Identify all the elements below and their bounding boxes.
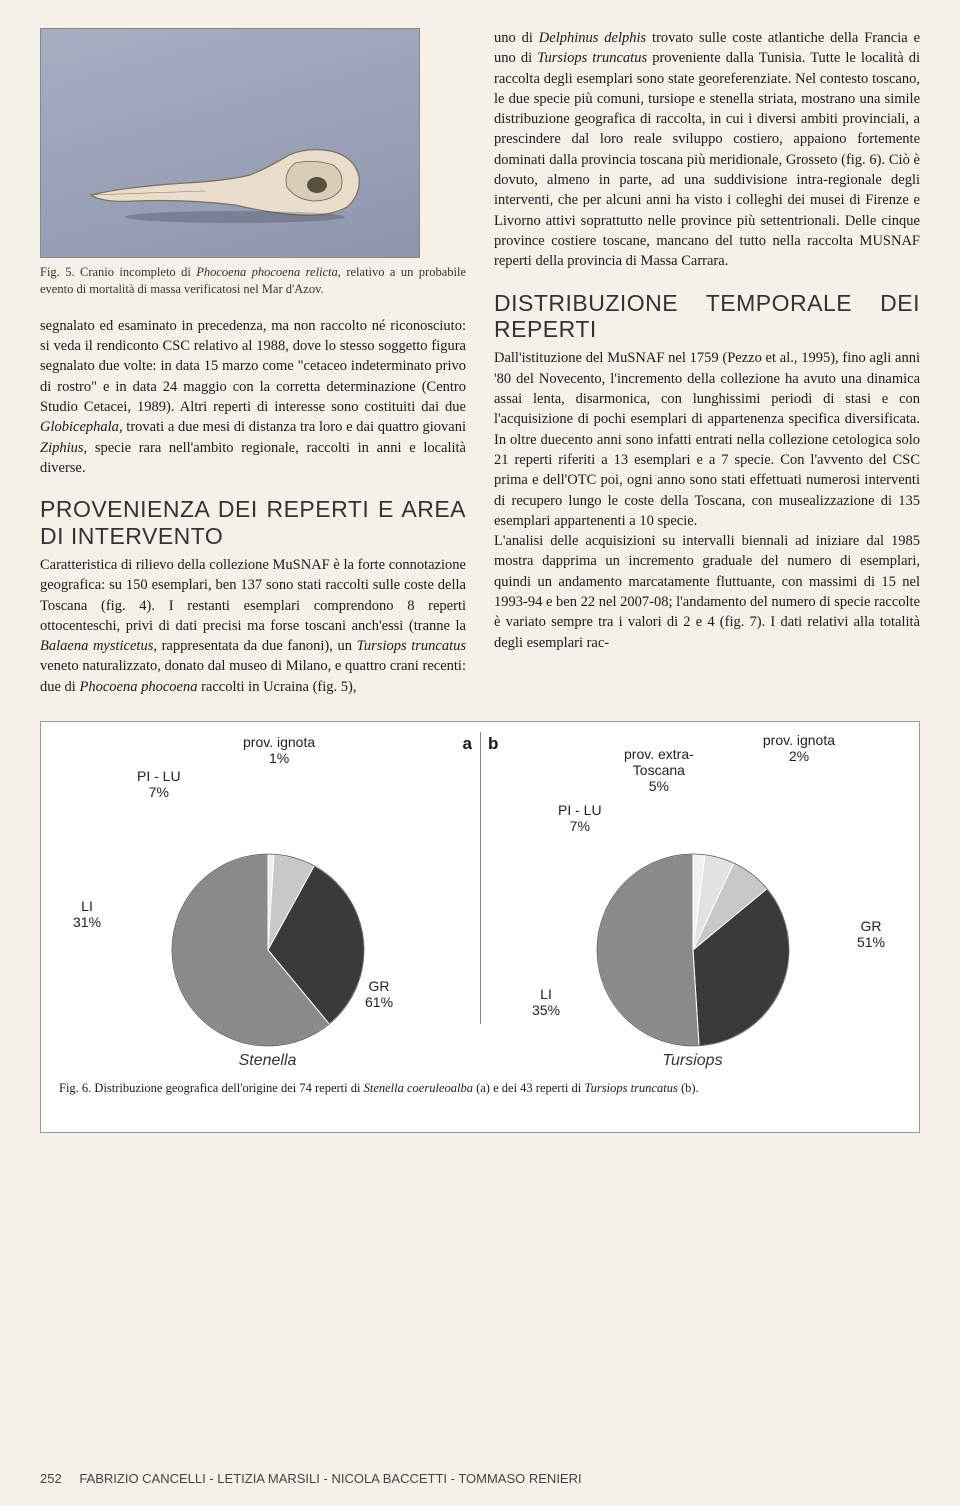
- panel-b-label: b: [488, 734, 498, 754]
- pie-chart-stenella: [168, 850, 368, 1050]
- pie-a-wrap: [168, 850, 368, 1055]
- label-a-li: LI31%: [73, 898, 101, 930]
- chart-a-name: Stenella: [239, 1052, 297, 1070]
- figure-6-container: a prov. ignota1% PI - LU7% LI31% GR61% S…: [40, 721, 920, 1133]
- page-number: 252: [40, 1471, 62, 1486]
- label-b-pilu: PI - LU7%: [558, 802, 602, 834]
- col2-para2: Dall'istituzione del MuSNAF nel 1759 (Pe…: [494, 348, 920, 531]
- figure-6-caption: Fig. 6. Distribuzione geografica dell'or…: [55, 1080, 905, 1102]
- right-column: uno di Delphinus delphis trovato sulle c…: [494, 28, 920, 697]
- label-b-ignota: prov. ignota2%: [763, 732, 835, 764]
- skull-illustration: [85, 145, 365, 223]
- label-a-ignota: prov. ignota1%: [243, 734, 315, 766]
- pie-b-wrap: [593, 850, 793, 1055]
- caption-italic: Phocoena phocoena relicta: [196, 265, 338, 279]
- label-a-pilu: PI - LU7%: [137, 768, 181, 800]
- label-b-gr: GR51%: [857, 918, 885, 950]
- page-footer: 252 FABRIZIO CANCELLI - LETIZIA MARSILI …: [40, 1471, 920, 1486]
- col2-para1: uno di Delphinus delphis trovato sulle c…: [494, 28, 920, 272]
- caption-text: Fig. 5. Cranio incompleto di: [40, 265, 196, 279]
- chart-b-name: Tursiops: [662, 1052, 722, 1070]
- footer-authors: FABRIZIO CANCELLI - LETIZIA MARSILI - NI…: [79, 1471, 581, 1486]
- pie-chart-tursiops: [593, 850, 793, 1050]
- label-b-li: LI35%: [532, 986, 560, 1018]
- chart-panel-b: b prov. ignota2% prov. extra-Toscana5% P…: [480, 732, 905, 1072]
- label-a-gr: GR61%: [365, 978, 393, 1010]
- panel-a-label: a: [463, 734, 472, 754]
- figure-5-caption: Fig. 5. Cranio incompleto di Phocoena ph…: [40, 264, 466, 298]
- label-b-extra: prov. extra-Toscana5%: [624, 746, 694, 794]
- col1-para1: segnalato ed esaminato in precedenza, ma…: [40, 316, 466, 478]
- section-heading-provenienza: PROVENIENZA DEI REPERTI E AREA DI INTERV…: [40, 496, 466, 549]
- section-heading-distribuzione: DISTRIBUZIONE TEMPORALE DEI REPERTI: [494, 290, 920, 343]
- figure-5-photo: [40, 28, 420, 258]
- col2-para3: L'analisi delle acquisizioni su interval…: [494, 531, 920, 653]
- col1-para2: Caratteristica di rilievo della collezio…: [40, 555, 466, 697]
- left-column: Fig. 5. Cranio incompleto di Phocoena ph…: [40, 28, 466, 697]
- chart-panel-a: a prov. ignota1% PI - LU7% LI31% GR61% S…: [55, 732, 480, 1072]
